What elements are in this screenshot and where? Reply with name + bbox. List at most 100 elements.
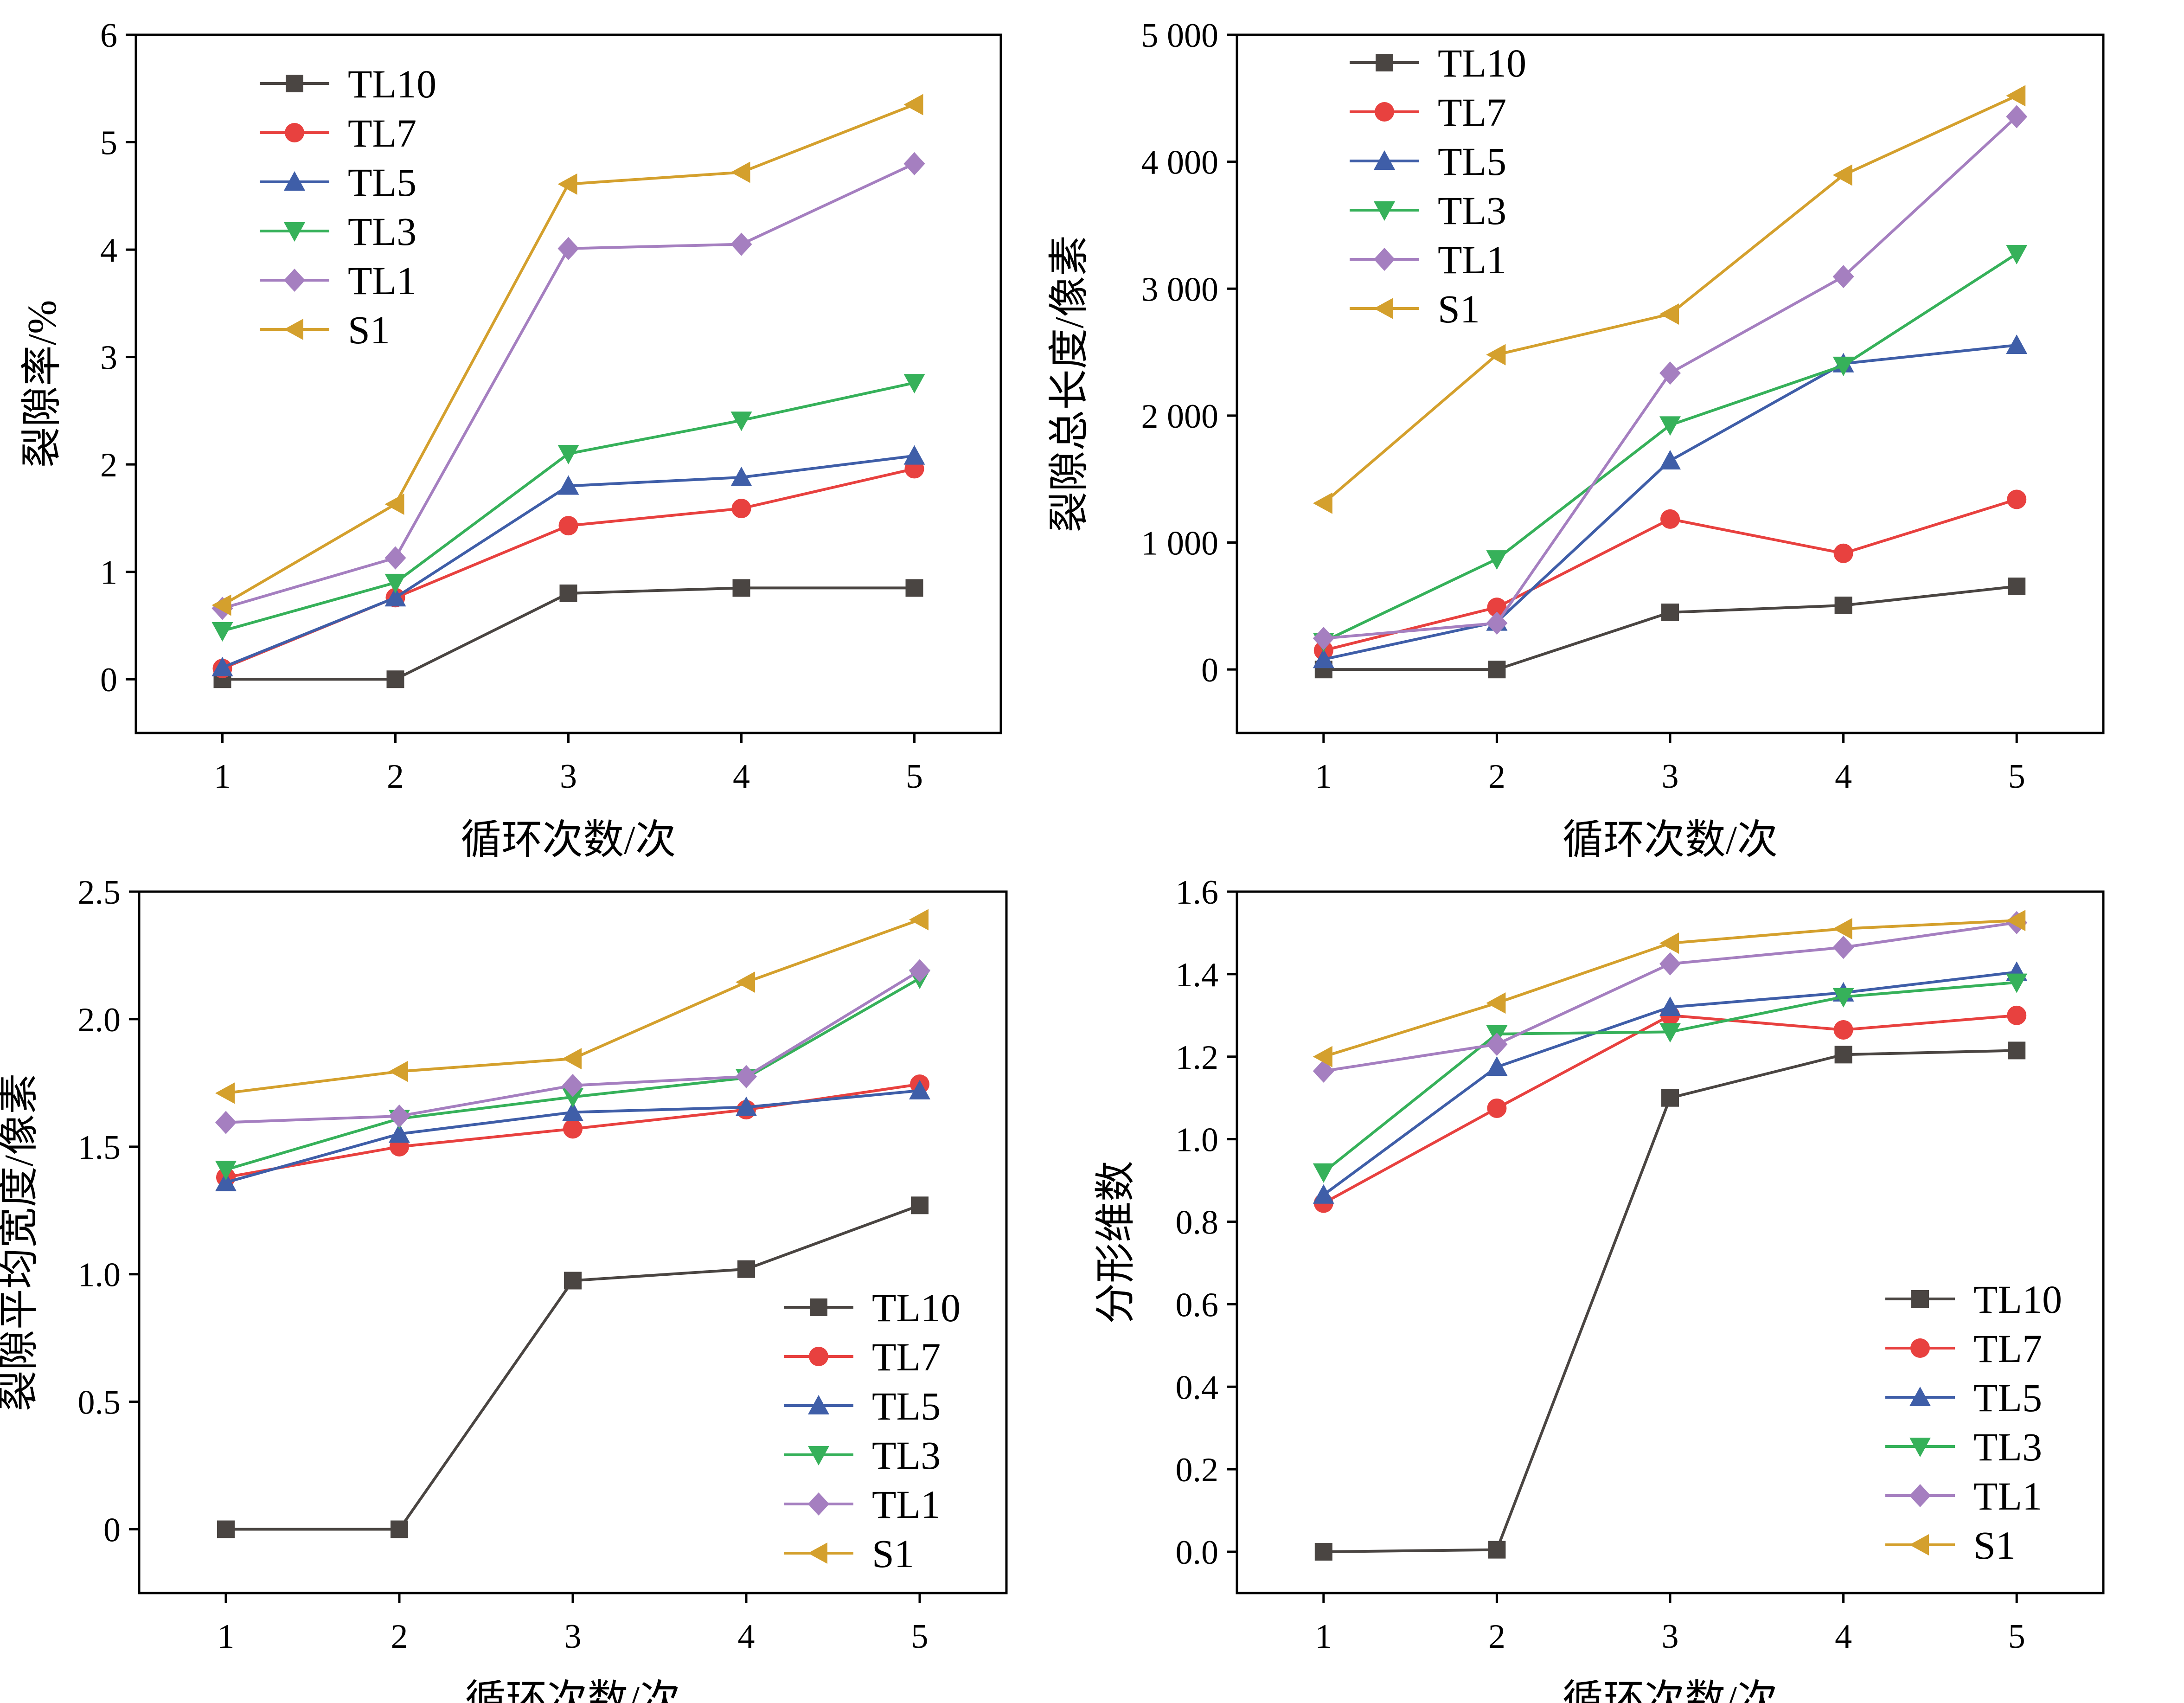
data-point (2006, 910, 2026, 932)
legend-marker (284, 269, 305, 292)
data-point (389, 1123, 410, 1143)
legend-item-tl7: TL7 (784, 1335, 941, 1379)
x-tick-label: 2 (387, 758, 404, 796)
y-tick-label: 0.2 (1176, 1451, 1219, 1489)
y-tick-label: 0.4 (1176, 1369, 1219, 1407)
y-tick-label: 2 000 (1141, 398, 1219, 436)
x-tick-label: 1 (214, 758, 231, 796)
data-point (211, 622, 233, 642)
data-point (1488, 1541, 1506, 1559)
data-point (1832, 918, 1852, 940)
data-point (1661, 604, 1679, 622)
y-tick-label: 1.6 (1176, 874, 1219, 912)
legend-marker (1909, 1438, 1931, 1457)
data-point (215, 1161, 237, 1181)
legend-label: S1 (872, 1531, 914, 1576)
y-tick-label: 2.5 (78, 874, 121, 912)
data-point (2006, 334, 2028, 354)
data-point (386, 670, 404, 688)
series-s1 (211, 94, 923, 616)
data-point (909, 959, 930, 983)
legend-marker (1374, 248, 1395, 271)
data-point (909, 909, 929, 931)
data-point (384, 573, 406, 593)
y-tick-label: 2.0 (78, 1001, 121, 1039)
legend-item-tl7: TL7 (1350, 90, 1506, 135)
y-axis-title: 裂隙率/% (20, 300, 65, 468)
legend-item-tl3: TL3 (784, 1433, 941, 1478)
y-tick-label: 0 (1201, 651, 1218, 689)
legend-item-tl7: TL7 (1885, 1326, 2042, 1371)
data-point (559, 585, 577, 602)
data-point (736, 1065, 757, 1088)
data-point (1486, 992, 1506, 1014)
data-point (1313, 1046, 1332, 1067)
series-tl10 (213, 579, 923, 688)
data-point (1832, 988, 1854, 1008)
legend-label: TL3 (348, 209, 416, 254)
data-point (730, 466, 752, 486)
data-point (730, 161, 750, 183)
data-point (384, 546, 406, 570)
legend-marker (1376, 54, 1393, 71)
data-point (2007, 1005, 2027, 1025)
data-point (1832, 356, 1854, 376)
legend-label: TL5 (1438, 139, 1506, 184)
x-tick-label: 4 (1835, 758, 1852, 796)
series-line (222, 467, 915, 670)
legend-label: TL5 (872, 1384, 941, 1428)
y-tick-label: 1 000 (1141, 525, 1219, 563)
x-tick-label: 4 (738, 1618, 755, 1656)
series-line (226, 1204, 921, 1531)
data-point (1487, 1098, 1507, 1118)
data-point (903, 94, 923, 116)
x-tick-label: 3 (564, 1618, 582, 1656)
series-line (1323, 1014, 2017, 1205)
series-tl3 (1313, 973, 2028, 1183)
legend-label: TL3 (1438, 188, 1506, 233)
data-point (731, 499, 751, 519)
legend-marker (808, 1542, 827, 1564)
legend-item-tl5: TL5 (260, 160, 416, 205)
y-tick-label: 0.8 (1176, 1204, 1219, 1242)
legend-label: TL5 (348, 160, 416, 205)
legend-label: S1 (1973, 1523, 2016, 1568)
y-tick-label: 0 (103, 1511, 121, 1549)
y-axis-title: 裂隙平均宽度/像素 (0, 1073, 42, 1411)
data-point (1487, 598, 1507, 617)
data-point (562, 1073, 583, 1097)
data-point (730, 411, 752, 431)
y-tick-label: 1.0 (1176, 1121, 1219, 1159)
data-point (1832, 936, 1854, 959)
y-tick-label: 0 (100, 661, 117, 699)
data-point (1313, 492, 1332, 514)
data-point (557, 445, 579, 464)
x-axis-title: 循环次数/次 (465, 1678, 680, 1703)
legend-marker (1911, 1290, 1929, 1308)
legend-label: TL7 (348, 111, 416, 155)
legend-marker (285, 123, 304, 142)
data-point (1313, 627, 1334, 650)
data-point (384, 493, 404, 515)
data-point (389, 1060, 408, 1082)
y-tick-label: 1.5 (78, 1129, 121, 1167)
legend-label: TL10 (1438, 41, 1526, 85)
series-tl5 (1313, 961, 2028, 1204)
data-point (1659, 450, 1681, 470)
legend-marker (1375, 102, 1394, 122)
legend-label: TL1 (1438, 238, 1506, 282)
data-point (1659, 416, 1681, 436)
series-s1 (1313, 910, 2026, 1067)
x-tick-label: 4 (733, 758, 750, 796)
data-point (2006, 973, 2028, 993)
data-point (557, 237, 579, 260)
data-point (562, 1101, 583, 1121)
data-point (1834, 596, 1852, 614)
x-tick-label: 1 (218, 1618, 235, 1656)
series-tl1 (215, 959, 930, 1134)
data-point (1486, 344, 1506, 366)
y-tick-label: 0.5 (78, 1384, 121, 1422)
